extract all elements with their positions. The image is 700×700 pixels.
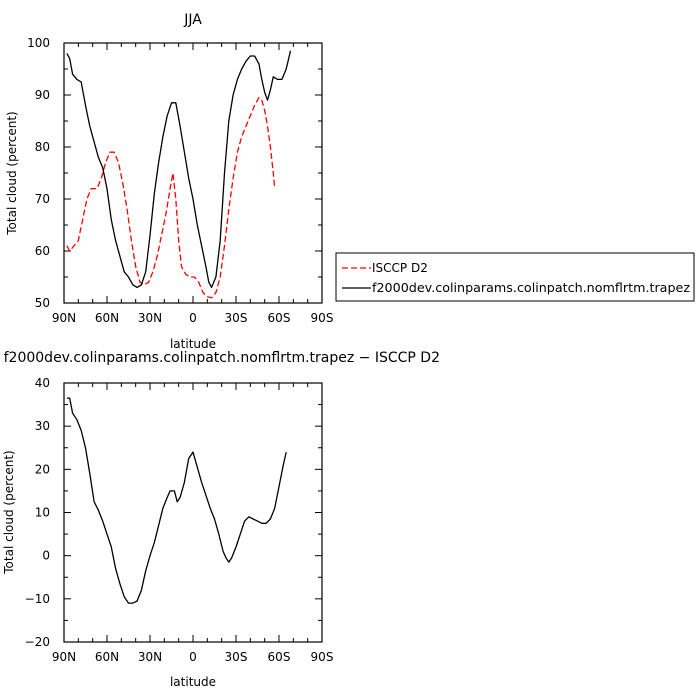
panel-1-x-axis-label: latitude — [170, 337, 216, 351]
panel-2-series-line-1 — [66, 397, 287, 604]
panel-1-series-lines — [66, 50, 292, 299]
legend-box — [335, 252, 695, 302]
panel-1-x-tick-label: 60S — [268, 311, 291, 325]
panel-2-x-tick-label: 90S — [311, 650, 334, 664]
panel-2-y-axis-label: Total cloud (percent) — [2, 450, 16, 574]
panel-2-plot-frame — [63, 382, 323, 643]
panel-1-series-line-1 — [66, 96, 276, 299]
panel-1-y-tick-label: 50 — [35, 296, 50, 310]
legend-label-model: f2000dev.colinparams.colinpatch.nomflrtm… — [372, 281, 690, 295]
panel-1-series-line-2 — [66, 50, 292, 289]
panel-2-x-tick-label: 30S — [225, 650, 248, 664]
panel-2-x-axis-label: latitude — [170, 675, 216, 689]
panel-2-x-tick-label: 60N — [95, 650, 119, 664]
panel-1-x-tick-label: 90S — [311, 311, 334, 325]
legend: ISCCP D2 f2000dev.colinparams.colinpatch… — [335, 252, 695, 302]
panel-2-y-tick-label: 10 — [35, 506, 50, 520]
panel-1-y-tick-label: 90 — [35, 88, 50, 102]
panel-2-y-tick-label: 30 — [35, 419, 50, 433]
panel-2-y-tick-label: −10 — [25, 592, 50, 606]
panel-2-ticks — [63, 382, 323, 643]
panel-1-y-tick-label: 100 — [27, 36, 50, 50]
panel-1-y-axis-label: Total cloud (percent) — [5, 111, 19, 235]
panel-1-x-tick-label: 30S — [225, 311, 248, 325]
panel-difference: f2000dev.colinparams.colinpatch.nomflrtm… — [2, 350, 440, 689]
panel-zonal-cloud: JJA 90N 60N 30N 0 30S 60S 90S 50 60 70 80 90 100 lat… — [5, 12, 695, 351]
panel-2-x-tick-label: 0 — [189, 650, 197, 664]
panel-1-y-tick-label: 80 — [35, 140, 50, 154]
panel-2-series-lines — [66, 397, 287, 604]
panel-1-x-tick-label: 60N — [95, 311, 119, 325]
panel-1-y-tick-label: 70 — [35, 192, 50, 206]
panel-2-y-tick-label: 40 — [35, 376, 50, 390]
panel-2-y-tick-label: 0 — [42, 549, 50, 563]
panel-2-title: f2000dev.colinparams.colinpatch.nomflrtm… — [4, 350, 440, 366]
panel-1-y-tick-label: 60 — [35, 244, 50, 258]
panel-2-x-tick-label: 30N — [138, 650, 162, 664]
panel-1-x-tick-label: 30N — [138, 311, 162, 325]
panel-2-tick-labels: 90N 60N 30N 0 30S 60S 90S −20 −10 0 10 20 30 40 — [25, 376, 334, 664]
panel-1-ticks — [63, 42, 323, 304]
panel-2-y-tick-label: −20 — [25, 635, 50, 649]
panel-2-x-tick-label: 60S — [268, 650, 291, 664]
panel-1-title: JJA — [183, 12, 202, 28]
panel-2-x-tick-label: 90N — [52, 650, 76, 664]
panel-1-x-tick-label: 0 — [189, 311, 197, 325]
panel-1-tick-labels: 90N 60N 30N 0 30S 60S 90S 50 60 70 80 90 100 — [27, 36, 333, 325]
panel-1-x-tick-label: 90N — [52, 311, 76, 325]
panel-2-y-tick-label: 20 — [35, 462, 50, 476]
legend-label-isccp: ISCCP D2 — [372, 261, 428, 275]
